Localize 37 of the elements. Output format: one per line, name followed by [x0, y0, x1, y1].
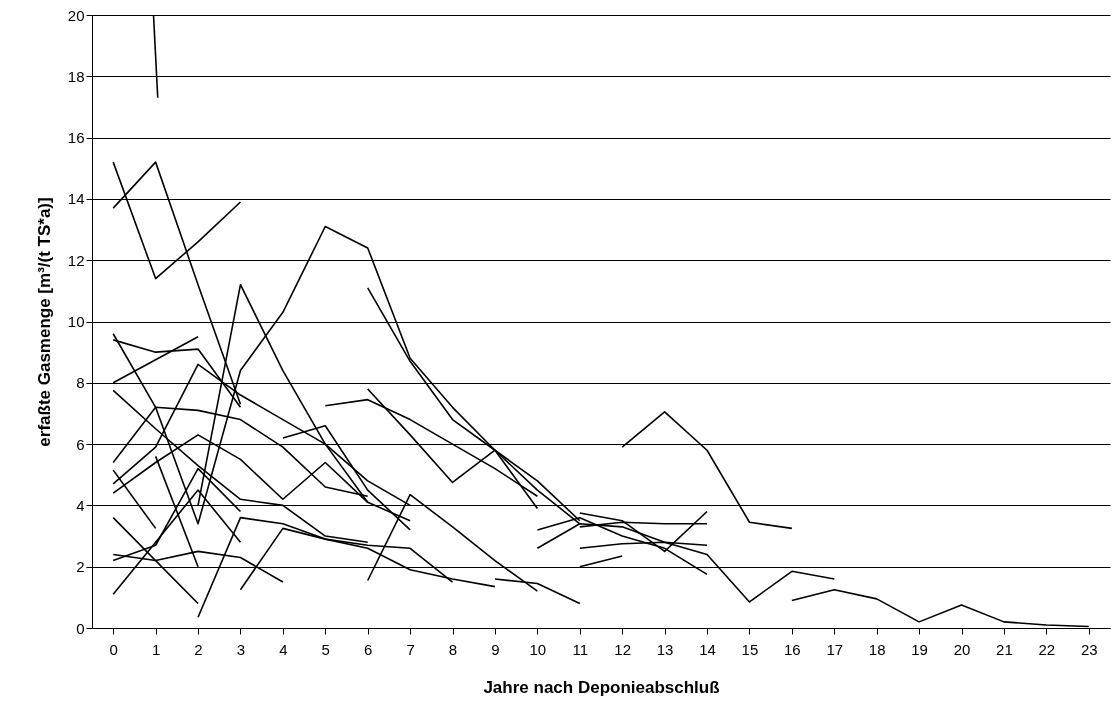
- y-tick-label: 10: [67, 313, 85, 330]
- x-tick-label: 3: [236, 640, 246, 658]
- x-tick-label: 0: [109, 640, 118, 658]
- y-tick-label: 12: [67, 251, 85, 269]
- x-tick-label: 12: [614, 640, 632, 658]
- y-tick-label: 18: [67, 67, 85, 85]
- x-tick-label: 21: [996, 640, 1013, 658]
- y-tick-label: 8: [76, 374, 85, 392]
- x-tick-label: 11: [572, 640, 589, 658]
- y-axis-title: erfaßte Gasmenge [m³/(t TS*a)]: [34, 197, 54, 447]
- x-tick-label: 23: [1080, 640, 1098, 658]
- x-tick-label: 9: [491, 640, 500, 658]
- x-tick-label: 15: [741, 640, 759, 658]
- x-tick-label: 4: [279, 640, 288, 658]
- y-tick-label: 6: [76, 435, 85, 453]
- x-tick-label: 16: [784, 640, 801, 658]
- x-tick-label: 20: [953, 640, 971, 658]
- x-tick-label: 7: [406, 640, 415, 658]
- y-tick-label: 16: [67, 129, 85, 147]
- y-tick-label: 0: [76, 619, 85, 637]
- x-tick-label: 1: [151, 640, 161, 658]
- x-tick-label: 22: [1038, 640, 1056, 658]
- x-tick-label: 14: [699, 640, 716, 658]
- x-tick-label: 2: [194, 640, 203, 658]
- y-tick-label: 14: [67, 190, 85, 208]
- x-tick-label: 18: [868, 640, 886, 658]
- x-tick-label: 10: [529, 640, 547, 658]
- x-tick-label: 17: [826, 640, 844, 658]
- x-tick-label: 6: [364, 640, 373, 658]
- y-tick-label: 20: [67, 6, 85, 24]
- y-tick-label: 4: [76, 496, 85, 514]
- x-tick-label: 8: [448, 640, 458, 658]
- x-tick-label: 13: [656, 640, 674, 658]
- x-tick-label: 5: [321, 640, 330, 658]
- y-tick-label: 2: [76, 558, 85, 576]
- x-tick-label: 19: [911, 640, 928, 658]
- x-axis-title: Jahre nach Deponieabschluß: [483, 677, 720, 697]
